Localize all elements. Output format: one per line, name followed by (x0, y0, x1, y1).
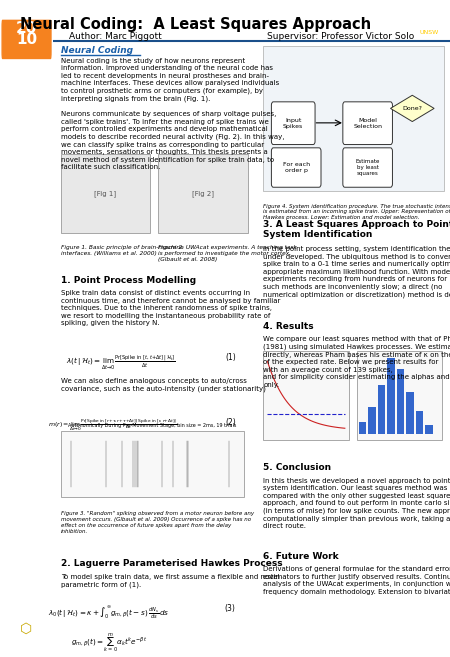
Text: Done?: Done? (402, 106, 422, 111)
FancyBboxPatch shape (61, 154, 150, 233)
Text: 3. A Least Squares Approach to Point Process
System Identification: 3. A Least Squares Approach to Point Pro… (263, 220, 450, 240)
Text: EET: EET (382, 10, 410, 24)
FancyBboxPatch shape (158, 154, 248, 233)
Text: $m(r) = \lim_{\Delta t \to 0}\frac{\Pr[\mathrm{Spike\;in\;}[r{+}\tau,r{+}\tau{+}: $m(r) = \lim_{\Delta t \to 0}\frac{\Pr[\… (48, 418, 177, 433)
Text: $\lambda(t\,|\,\mathcal{H}_t) = \lim_{\Delta t \to 0}\frac{\Pr[\mathrm{Spike\;in: $\lambda(t\,|\,\mathcal{H}_t) = \lim_{\D… (66, 353, 176, 371)
FancyBboxPatch shape (343, 148, 392, 187)
Text: UNSW: UNSW (9, 595, 44, 604)
FancyBboxPatch shape (406, 392, 414, 434)
Text: 20: 20 (16, 21, 37, 36)
FancyBboxPatch shape (357, 351, 442, 440)
Text: 2. Laguerre Parameterised Hawkes Process: 2. Laguerre Parameterised Hawkes Process (61, 559, 283, 568)
Text: School of Electrical Engineering
&Telecommunications: School of Electrical Engineering &Teleco… (16, 235, 37, 422)
Text: Figure 1. Basic principle of brain-machine
interfaces. (Williams et al. 2000): Figure 1. Basic principle of brain-machi… (61, 245, 184, 256)
Text: Spike train data consist of distinct events occurring in
continuous time, and th: Spike train data consist of distinct eve… (61, 290, 280, 327)
FancyBboxPatch shape (343, 102, 392, 145)
Text: For each
order p: For each order p (283, 162, 310, 173)
FancyBboxPatch shape (61, 431, 243, 497)
Text: Supervisor: Professor Victor Solo: Supervisor: Professor Victor Solo (267, 32, 415, 41)
Text: Author: Marc Piggott: Author: Marc Piggott (69, 32, 162, 41)
Text: 1. Point Process Modelling: 1. Point Process Modelling (61, 276, 196, 285)
FancyBboxPatch shape (416, 411, 423, 434)
Text: Neural Coding:  A Least Squares Approach: Neural Coding: A Least Squares Approach (20, 17, 372, 32)
FancyBboxPatch shape (425, 424, 433, 434)
Text: 5. Conclusion: 5. Conclusion (263, 463, 332, 472)
Text: UNSW: UNSW (419, 30, 438, 35)
Text: [Fig 2]: [Fig 2] (192, 191, 214, 197)
Text: Derivations of general formulae for the standard errors of our
estimators to fur: Derivations of general formulae for the … (263, 566, 450, 595)
FancyBboxPatch shape (368, 407, 376, 434)
Text: 6. Future Work: 6. Future Work (263, 552, 339, 561)
FancyBboxPatch shape (263, 46, 444, 191)
FancyBboxPatch shape (263, 351, 349, 440)
Text: Figure 2. UWAcat experiments. A teaching task
is performed to investigate the mo: Figure 2. UWAcat experiments. A teaching… (158, 245, 297, 261)
Text: In the point process setting, system identification theory is
under developed. T: In the point process setting, system ide… (263, 246, 450, 298)
Text: $g_{m,\beta}(t) = \sum_{k=0}^{m} \alpha_k t^k e^{-\beta t}$: $g_{m,\beta}(t) = \sum_{k=0}^{m} \alpha_… (71, 631, 147, 654)
FancyBboxPatch shape (397, 369, 405, 434)
Text: [Fig 1]: [Fig 1] (94, 191, 117, 197)
Text: ENGINEERING @ UNSW: ENGINEERING @ UNSW (184, 639, 319, 650)
Text: Neural Coding: Neural Coding (61, 46, 133, 55)
Text: Figure 4. System identification procedure. The true stochastic intensity
is esti: Figure 4. System identification procedur… (263, 204, 450, 220)
FancyBboxPatch shape (387, 358, 395, 434)
Text: We compare our least squares method with that of Pham
(1981) using simulated Haw: We compare our least squares method with… (263, 336, 450, 388)
Polygon shape (391, 95, 434, 122)
FancyBboxPatch shape (359, 422, 366, 434)
Text: (3): (3) (225, 604, 236, 613)
Text: Neural coding is the study of how neurons represent
information. Improved unders: Neural coding is the study of how neuron… (61, 58, 284, 170)
Text: (1): (1) (225, 353, 236, 363)
Text: Estimate
by least
squares: Estimate by least squares (356, 159, 380, 176)
FancyBboxPatch shape (271, 148, 321, 187)
Text: $\lambda_0(t\,|\,\mathcal{H}_t) = \kappa + \int_0^\infty g_{m,\beta}(t-s)\,\frac: $\lambda_0(t\,|\,\mathcal{H}_t) = \kappa… (48, 604, 169, 621)
Text: Model
Selection: Model Selection (353, 118, 382, 129)
Text: Figure 3. "Random" spiking observed from a motor neuron before any
movement occu: Figure 3. "Random" spiking observed from… (61, 511, 254, 533)
Text: To model spike train data, we first assume a flexible and novel
parametric form : To model spike train data, we first assu… (61, 574, 279, 587)
FancyBboxPatch shape (2, 20, 51, 58)
Text: ⬡: ⬡ (21, 622, 32, 636)
Text: 10: 10 (16, 32, 37, 47)
Text: We can also define analogous concepts to auto/cross
covariance, such as the auto: We can also define analogous concepts to… (61, 378, 266, 392)
Text: (2): (2) (225, 418, 236, 427)
FancyBboxPatch shape (271, 102, 315, 145)
Text: Input
Spikes: Input Spikes (283, 118, 303, 129)
Text: Autonomically During Pre-Movement Stage, bin size = 2ms, 19 trials: Autonomically During Pre-Movement Stage,… (68, 422, 237, 428)
FancyBboxPatch shape (378, 384, 385, 434)
Text: In this thesis we developed a novel approach to point process
system identificat: In this thesis we developed a novel appr… (263, 478, 450, 529)
Text: 4. Results: 4. Results (263, 322, 314, 331)
